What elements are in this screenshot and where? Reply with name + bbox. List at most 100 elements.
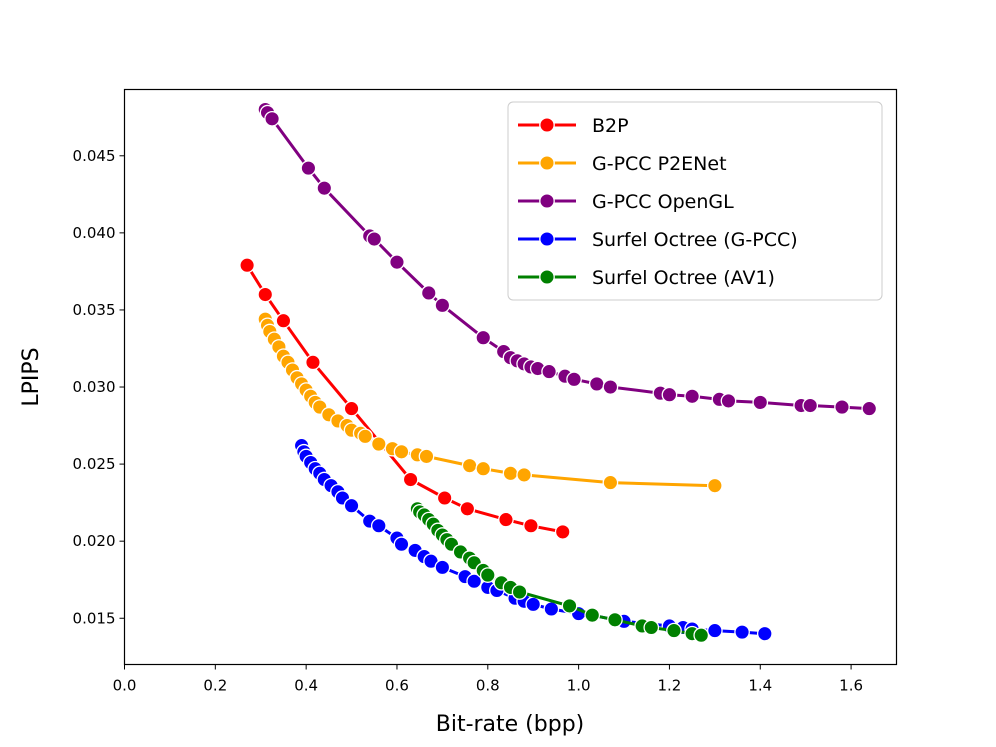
legend-marker bbox=[539, 155, 555, 171]
data-point bbox=[666, 622, 682, 639]
x-tick-label: 0.6 bbox=[385, 677, 409, 695]
data-point bbox=[275, 312, 292, 329]
data-point bbox=[511, 584, 528, 600]
y-tick-label: 0.015 bbox=[73, 609, 116, 627]
data-point bbox=[475, 329, 492, 346]
data-point bbox=[502, 465, 519, 482]
series-3 bbox=[293, 437, 773, 642]
data-point bbox=[693, 627, 710, 644]
data-point bbox=[264, 110, 280, 127]
x-tick-label: 0.4 bbox=[294, 677, 318, 695]
data-point bbox=[734, 624, 750, 640]
legend-marker bbox=[539, 117, 555, 133]
legend-label: Surfel Octree (G-PCC) bbox=[592, 229, 798, 251]
data-point bbox=[459, 500, 476, 517]
data-point bbox=[466, 573, 483, 590]
legend: B2P G-PCC P2ENet G-PCC OpenGL Surfel Octree… bbox=[507, 101, 883, 301]
legend-label: B2P bbox=[592, 115, 629, 137]
data-point bbox=[523, 517, 539, 534]
data-point bbox=[541, 363, 557, 380]
data-point bbox=[305, 354, 321, 371]
data-point bbox=[418, 448, 435, 465]
x-tick-label: 1.4 bbox=[748, 677, 772, 695]
legend-item: G-PCC OpenGL bbox=[518, 191, 734, 213]
series-line bbox=[245, 264, 563, 534]
data-point bbox=[475, 460, 492, 477]
plot-area bbox=[239, 101, 878, 644]
x-tick-label: 1.0 bbox=[567, 677, 591, 695]
y-tick-label: 0.040 bbox=[73, 224, 116, 242]
data-point bbox=[239, 257, 255, 274]
data-point bbox=[588, 376, 605, 392]
data-point bbox=[370, 517, 387, 534]
data-point bbox=[516, 467, 532, 483]
data-point bbox=[436, 490, 453, 506]
data-point bbox=[366, 231, 383, 247]
series-line bbox=[263, 318, 715, 488]
x-tick-label: 1.2 bbox=[658, 677, 682, 695]
data-point bbox=[257, 286, 274, 303]
y-axis-label: LPIPS bbox=[19, 347, 44, 406]
x-tick-label: 0.8 bbox=[476, 677, 500, 695]
legend-item: Surfel Octree (G-PCC) bbox=[518, 229, 798, 251]
y-tick-label: 0.025 bbox=[73, 455, 116, 473]
data-point bbox=[543, 601, 560, 617]
data-point bbox=[343, 497, 360, 514]
data-point bbox=[393, 536, 410, 553]
series-1 bbox=[257, 311, 723, 494]
data-point bbox=[707, 622, 723, 639]
data-point bbox=[498, 511, 514, 528]
legend-marker bbox=[539, 193, 555, 209]
data-point bbox=[525, 596, 542, 613]
legend-item: G-PCC P2ENet bbox=[518, 153, 727, 175]
data-point bbox=[720, 393, 737, 409]
axes-frame bbox=[123, 88, 898, 666]
data-point bbox=[389, 254, 405, 271]
x-tick-label: 0.0 bbox=[113, 677, 137, 695]
data-point bbox=[861, 400, 878, 417]
x-axis-ticks: 0.0 0.2 0.4 0.6 0.8 1.0 1.2 1.4 1.6 bbox=[113, 664, 863, 695]
data-point bbox=[343, 400, 360, 417]
data-point bbox=[461, 457, 478, 474]
data-point bbox=[316, 180, 333, 197]
data-point bbox=[393, 443, 410, 460]
y-tick-label: 0.030 bbox=[73, 378, 116, 396]
legend-label: Surfel Octree (AV1) bbox=[592, 267, 775, 289]
y-axis-ticks: 0.015 0.020 0.025 0.030 0.035 0.040 0.045 bbox=[73, 147, 125, 627]
data-point bbox=[420, 285, 437, 301]
series-4 bbox=[409, 500, 710, 644]
series-2 bbox=[257, 101, 878, 417]
legend-marker bbox=[539, 231, 555, 247]
data-point bbox=[479, 567, 496, 583]
y-tick-label: 0.020 bbox=[73, 532, 116, 550]
legend-label: G-PCC P2ENet bbox=[592, 153, 727, 175]
data-point bbox=[561, 598, 578, 614]
data-point bbox=[607, 611, 623, 628]
data-point bbox=[566, 371, 582, 388]
data-point bbox=[434, 559, 451, 576]
legend-label: G-PCC OpenGL bbox=[592, 191, 734, 213]
data-point bbox=[752, 394, 769, 411]
y-tick-label: 0.045 bbox=[73, 147, 116, 165]
x-tick-label: 0.2 bbox=[203, 677, 227, 695]
x-tick-label: 1.6 bbox=[839, 677, 863, 695]
data-point bbox=[834, 399, 850, 415]
data-point bbox=[434, 297, 451, 314]
data-point bbox=[661, 386, 678, 403]
legend-box bbox=[507, 101, 883, 301]
legend-item: B2P bbox=[518, 115, 629, 137]
legend-marker bbox=[539, 269, 555, 285]
data-point bbox=[756, 625, 773, 642]
y-tick-label: 0.035 bbox=[73, 301, 116, 319]
x-axis-label: Bit-rate (bpp) bbox=[436, 712, 585, 737]
legend-item: Surfel Octree (AV1) bbox=[518, 267, 775, 289]
series-0 bbox=[239, 257, 571, 540]
data-point bbox=[802, 397, 819, 414]
data-point bbox=[370, 436, 387, 452]
data-point bbox=[584, 607, 601, 624]
data-point bbox=[554, 524, 571, 540]
data-point bbox=[684, 388, 700, 405]
data-point bbox=[602, 474, 619, 491]
data-point bbox=[300, 160, 317, 176]
